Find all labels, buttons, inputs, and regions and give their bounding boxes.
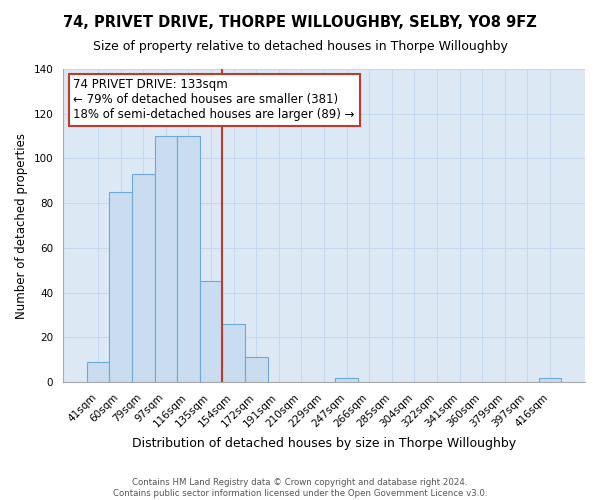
Bar [132,174,155,382]
Text: 74 PRIVET DRIVE: 133sqm
← 79% of detached houses are smaller (381)
18% of semi-d: 74 PRIVET DRIVE: 133sqm ← 79% of detache… [73,78,355,122]
Text: Contains HM Land Registry data © Crown copyright and database right 2024.
Contai: Contains HM Land Registry data © Crown c… [113,478,487,498]
Bar [155,136,177,382]
Bar [87,362,109,382]
Bar [245,358,268,382]
Text: Size of property relative to detached houses in Thorpe Willoughby: Size of property relative to detached ho… [92,40,508,53]
Y-axis label: Number of detached properties: Number of detached properties [15,132,28,318]
Bar [539,378,561,382]
Bar [109,192,132,382]
Bar [177,136,200,382]
Bar [223,324,245,382]
Bar [335,378,358,382]
Text: 74, PRIVET DRIVE, THORPE WILLOUGHBY, SELBY, YO8 9FZ: 74, PRIVET DRIVE, THORPE WILLOUGHBY, SEL… [63,15,537,30]
X-axis label: Distribution of detached houses by size in Thorpe Willoughby: Distribution of detached houses by size … [132,437,516,450]
Bar [200,282,223,382]
